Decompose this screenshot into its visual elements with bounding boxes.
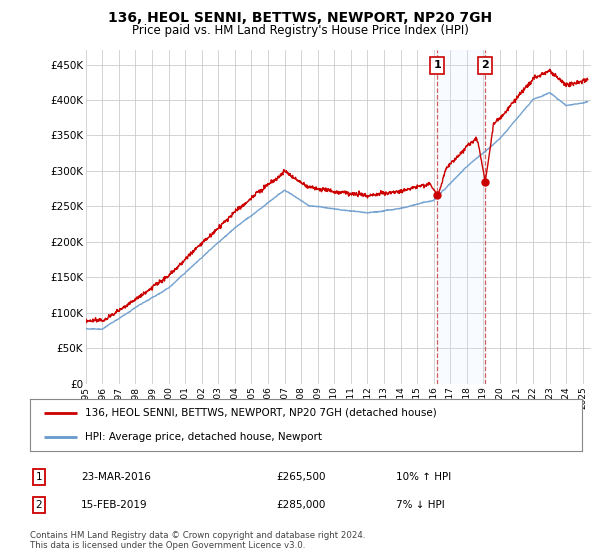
Text: 10% ↑ HPI: 10% ↑ HPI xyxy=(396,472,451,482)
Text: Price paid vs. HM Land Registry's House Price Index (HPI): Price paid vs. HM Land Registry's House … xyxy=(131,24,469,36)
Text: 1: 1 xyxy=(35,472,43,482)
Text: 2: 2 xyxy=(481,60,489,71)
Text: £285,000: £285,000 xyxy=(276,500,325,510)
Text: Contains HM Land Registry data © Crown copyright and database right 2024.
This d: Contains HM Land Registry data © Crown c… xyxy=(30,531,365,550)
Text: 136, HEOL SENNI, BETTWS, NEWPORT, NP20 7GH: 136, HEOL SENNI, BETTWS, NEWPORT, NP20 7… xyxy=(108,11,492,25)
Text: £265,500: £265,500 xyxy=(276,472,325,482)
Text: HPI: Average price, detached house, Newport: HPI: Average price, detached house, Newp… xyxy=(85,432,322,442)
Bar xyxy=(437,50,485,384)
Text: 23-MAR-2016: 23-MAR-2016 xyxy=(81,472,151,482)
Text: 136, HEOL SENNI, BETTWS, NEWPORT, NP20 7GH (detached house): 136, HEOL SENNI, BETTWS, NEWPORT, NP20 7… xyxy=(85,408,437,418)
Text: 7% ↓ HPI: 7% ↓ HPI xyxy=(396,500,445,510)
Text: 15-FEB-2019: 15-FEB-2019 xyxy=(81,500,148,510)
Text: 2: 2 xyxy=(35,500,43,510)
Text: 1: 1 xyxy=(433,60,441,71)
